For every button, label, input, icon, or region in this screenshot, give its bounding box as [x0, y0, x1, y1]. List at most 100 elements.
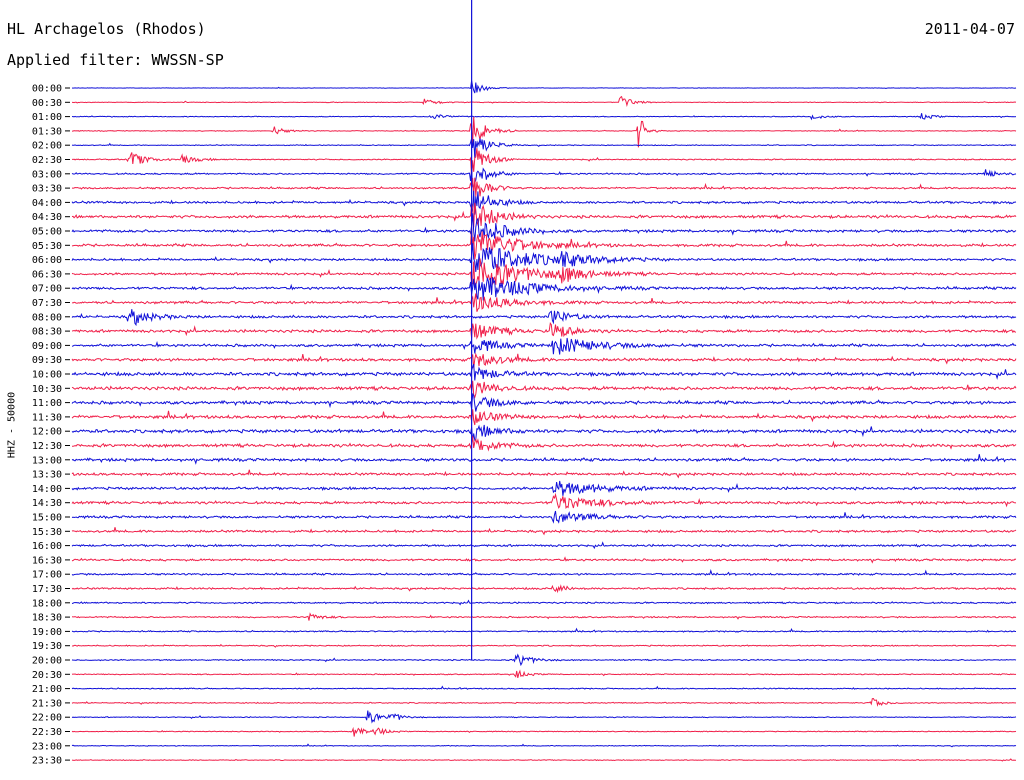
filter-label: Applied filter: WWSSN-SP: [7, 51, 224, 69]
station-title: HL Archagelos (Rhodos): [7, 20, 206, 38]
time-label: 13:00: [32, 455, 62, 466]
time-label: 15:30: [32, 527, 62, 538]
time-label: 19:00: [32, 627, 62, 638]
time-label: 03:30: [32, 184, 62, 195]
trace-line: [71, 113, 1017, 121]
trace-line: [71, 393, 1017, 412]
trace-line: [71, 527, 1017, 536]
time-label: 02:30: [32, 155, 62, 166]
time-label: 07:30: [32, 298, 62, 309]
time-label: 06:00: [32, 255, 62, 266]
trace-line: [71, 309, 1017, 327]
trace-line: [71, 568, 1017, 576]
trace-line: [71, 743, 1017, 748]
time-label: 17:30: [32, 584, 62, 595]
time-label: 00:30: [32, 98, 62, 109]
time-label: 12:30: [32, 441, 62, 452]
time-label: 20:30: [32, 670, 62, 681]
time-label: 08:00: [32, 312, 62, 323]
time-label: 08:30: [32, 327, 62, 338]
trace-line: [71, 202, 1017, 228]
time-label: 04:00: [32, 198, 62, 209]
time-label: 05:00: [32, 227, 62, 238]
trace-line: [71, 258, 1017, 286]
trace-line: [71, 80, 1017, 94]
time-label: 05:30: [32, 241, 62, 252]
trace-line: [71, 599, 1017, 606]
trace-line: [72, 95, 1017, 107]
time-label: 11:00: [32, 398, 62, 409]
time-label: 15:00: [32, 513, 62, 524]
time-label: 01:30: [32, 126, 62, 137]
trace-line: [71, 697, 1017, 707]
trace-line: [71, 541, 1017, 550]
trace-line: [71, 190, 1017, 215]
time-label: 18:30: [32, 613, 62, 624]
trace-line: [71, 243, 1017, 272]
time-label: 23:30: [32, 756, 62, 767]
trace-line: [71, 226, 1017, 260]
time-label: 03:00: [32, 169, 62, 180]
trace-line: [71, 380, 1017, 399]
trace-line: [71, 147, 1017, 178]
time-label: 14:00: [32, 484, 62, 495]
time-label: 14:30: [32, 498, 62, 509]
trace-line: [71, 627, 1016, 633]
time-label: 16:00: [32, 541, 62, 552]
date-label: 2011-04-07: [924, 20, 1015, 38]
trace-line: [71, 337, 1017, 355]
trace-line: [71, 653, 1017, 667]
time-label: 01:00: [32, 112, 62, 123]
trace-line: [71, 322, 1017, 340]
time-label: 02:00: [32, 141, 62, 152]
time-label: 22:30: [32, 727, 62, 738]
trace-line: [71, 480, 1017, 496]
time-label: 21:00: [32, 684, 62, 695]
trace-line: [71, 710, 1017, 724]
time-label: 22:00: [32, 713, 62, 724]
trace-line: [72, 436, 1017, 452]
time-label: 18:00: [32, 598, 62, 609]
trace-line: [71, 177, 1017, 197]
time-label: 10:30: [32, 384, 62, 395]
time-label: 16:30: [32, 555, 62, 566]
trace-line: [71, 669, 1017, 679]
trace-line: [71, 364, 1017, 381]
time-label: 06:30: [32, 269, 62, 280]
trace-line: [71, 277, 1017, 301]
trace-line: [71, 469, 1017, 479]
trace-line: [71, 352, 1017, 369]
trace-line: [71, 758, 1016, 762]
trace-line: [71, 213, 1017, 242]
trace-group: [71, 80, 1017, 762]
time-label: 19:30: [32, 641, 62, 652]
time-label: 07:00: [32, 284, 62, 295]
trace-line: [71, 510, 1017, 524]
time-label: 11:30: [32, 412, 62, 423]
time-label: 21:30: [32, 698, 62, 709]
trace-line: [72, 116, 1017, 148]
time-label: 04:30: [32, 212, 62, 223]
trace-line: [71, 492, 1017, 510]
trace-line: [71, 584, 1017, 594]
time-label: 20:00: [32, 656, 62, 667]
trace-line: [71, 685, 1017, 690]
time-label: 13:30: [32, 470, 62, 481]
time-label: 00:00: [32, 84, 62, 95]
trace-line: [71, 409, 1017, 426]
time-label: 23:00: [32, 741, 62, 752]
time-label: 17:00: [32, 570, 62, 581]
trace-line: [71, 556, 1017, 564]
trace-line: [71, 454, 1017, 465]
trace-line: [71, 726, 1017, 737]
trace-line: [71, 612, 1017, 621]
time-label: 09:30: [32, 355, 62, 366]
trace-line: [71, 424, 1017, 442]
trace-line: [71, 167, 1017, 190]
time-label: 09:00: [32, 341, 62, 352]
time-label-group: 00:00 00:30 01:00 01:30 02:00 02:30 03:00 03:30…: [32, 84, 70, 767]
trace-line: [71, 138, 1017, 159]
trace-line: [71, 643, 1017, 648]
